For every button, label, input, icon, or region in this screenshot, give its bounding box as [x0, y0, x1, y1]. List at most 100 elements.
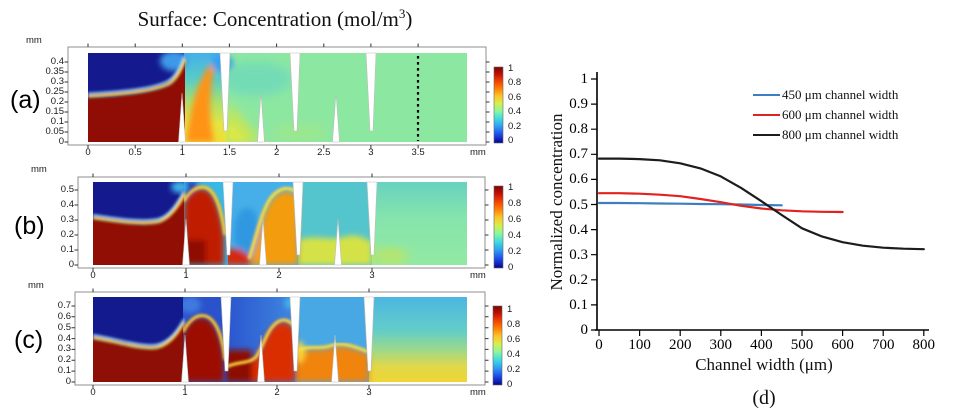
panel-b-x-tick-label: 1	[183, 270, 189, 281]
panel-a-label: (a)	[10, 86, 41, 114]
d-axis-ticks	[591, 78, 925, 336]
panel-c-x-tick-label: 2	[274, 387, 280, 398]
d-x-tick-label: 700	[871, 337, 895, 353]
panel-b-surface	[93, 182, 467, 265]
panel-c-colorbar-tick-label: 0.6	[507, 334, 521, 345]
panel-a-colorbar-tick-label: 0.6	[508, 91, 522, 103]
panel-a-colorbar-tick-label: 1	[508, 63, 514, 74]
panel-a-x-tick-label: 1	[179, 147, 185, 158]
d-y-tick-label: 0.8	[569, 121, 588, 138]
d-x-tick-label: 200	[668, 337, 692, 353]
panel-a-surface	[88, 53, 467, 142]
panel-a-colorbar-tick-label: 0.2	[508, 120, 522, 132]
d-x-axis-title: Channel width (μm)	[695, 355, 833, 374]
panel-a-baffles	[178, 52, 377, 143]
panel-c-x-unit: mm	[470, 387, 486, 398]
panel-d-label: (d)	[752, 387, 776, 409]
panel-c-colorbar-tick-label: 0.8	[507, 319, 521, 330]
d-series-line	[597, 157, 925, 251]
d-y-tick-label: 0	[580, 322, 589, 338]
panel-c-colorbar-tick-label: 0.4	[507, 349, 521, 360]
d-y-tick-label: 0.3	[569, 246, 588, 263]
panel-b-x-unit: mm	[470, 270, 486, 281]
legend-item-label: 800 μm channel width	[782, 127, 899, 142]
legend-item: 450 μm channel width	[753, 87, 898, 103]
d-y-tick-label: 0.1	[569, 296, 588, 313]
panel-b-label: (b)	[14, 212, 45, 240]
panel-b-colorbar-tick-label: 1	[508, 182, 514, 193]
panel-a-x-tick-label: 0.5	[128, 147, 142, 158]
legend-item-label: 600 μm channel width	[782, 107, 899, 122]
d-y-tick-label: 0.5	[569, 196, 588, 213]
panel-c-x-tick-label: 0	[90, 387, 96, 398]
panel-a-x-unit: mm	[470, 147, 486, 158]
panel-c-colorbar-tick-label: 1	[507, 304, 513, 315]
panel-b-x-tick-label: 3	[369, 270, 375, 281]
panel-a-y-tick-label: 0.4	[50, 56, 64, 67]
panel-b-frame	[77, 176, 486, 269]
d-series-line	[597, 201, 783, 207]
panel-c-y-tick-label: 0.4	[57, 332, 71, 344]
figure-title-close: )	[405, 7, 413, 31]
panel-a-y-unit: mm	[26, 35, 42, 46]
d-x-tick-label: 100	[628, 337, 651, 353]
legend-line-sample	[753, 94, 780, 96]
d-x-tick-label: 300	[709, 337, 733, 353]
panel-c-colorbar-tick-label: 0	[507, 379, 513, 390]
panel-a-x-tick-label: 3	[368, 147, 374, 158]
panel-a-colorbar	[493, 66, 504, 144]
panel-b-colorbar	[493, 185, 504, 269]
panel-a-x-tick-label: 2	[273, 147, 280, 158]
panel-c-label: (c)	[14, 326, 44, 354]
d-y-tick-label: 1	[580, 71, 589, 87]
d-y-tick-label: 0.7	[569, 146, 588, 163]
panel-c-y-tick-label: 0.5	[57, 321, 71, 333]
panel-b-y-tick-label: 0	[68, 259, 74, 270]
panel-b-colorbar-tick-label: 0.8	[508, 198, 522, 209]
panel-b-y-unit: mm	[31, 164, 47, 175]
panel-b-baffles	[182, 181, 378, 266]
figure-title-sup: 3	[398, 6, 406, 21]
d-series-line	[597, 192, 844, 214]
legend-item-label: 450 μm channel width	[782, 87, 899, 102]
figure-title-text: Surface: Concentration (mol/m	[137, 7, 399, 31]
panel-a-x-tick-label: 1.5	[222, 147, 237, 158]
panel-b-x-tick-label: 0	[90, 270, 96, 281]
d-y-tick-label: 0.2	[569, 271, 588, 288]
panel-a-colorbar-tick-label: 0.8	[508, 77, 522, 89]
d-x-tick-label: 500	[790, 337, 814, 353]
panel-b-x-tick-label: 2	[276, 270, 282, 281]
panel-a-y-tick-label: 0.3	[50, 76, 64, 87]
panel-c-y-tick-label: 0.7	[57, 299, 71, 311]
d-x-tick-label: 400	[750, 337, 773, 353]
figure-title: Surface: Concentration (mol/m3)	[75, 6, 475, 32]
d-x-tick-label: 600	[831, 337, 854, 353]
panel-b-y-tick-label: 0.3	[60, 214, 74, 225]
panel-a-y-tick-label: 0.15	[45, 106, 65, 117]
panel-a-x-tick-label: 2.5	[317, 147, 331, 158]
panel-b-colorbar-tick-label: 0.2	[508, 246, 522, 257]
panel-a-colorbar-tick-label: 0	[508, 135, 514, 146]
legend-item: 600 μm channel width	[753, 107, 898, 123]
panel-c-x-tick-label: 1	[182, 387, 188, 398]
panel-c-colorbar	[492, 305, 503, 386]
panel-c-x-tick-label: 3	[366, 387, 372, 398]
d-x-tick-label: 800	[912, 337, 936, 353]
panel-a-y-tick-label: 0.05	[45, 126, 65, 137]
panel-a-x-tick-label: 3.5	[411, 147, 425, 158]
panel-a-y-tick-label: 0.2	[50, 96, 64, 107]
panel-a-y-tick-label: 0.25	[45, 86, 65, 97]
d-curves	[597, 157, 925, 251]
panel-a-y-tick-label: 0.1	[50, 116, 64, 127]
d-y-tick-label: 0.9	[569, 96, 588, 113]
panel-c-colorbar-tick-label: 0.2	[507, 364, 521, 375]
panel-b-colorbar-tick-label: 0	[508, 262, 514, 273]
panel-c-y-unit: mm	[28, 280, 44, 291]
panel-a-y-tick-label: 0.35	[45, 66, 65, 77]
panel-b-colorbar-tick-label: 0.4	[508, 230, 522, 241]
panel-b-y-tick-label: 0.4	[60, 199, 74, 210]
d-x-tick-label: 0	[595, 337, 603, 353]
panel-b-y-tick-label: 0.1	[60, 244, 74, 255]
